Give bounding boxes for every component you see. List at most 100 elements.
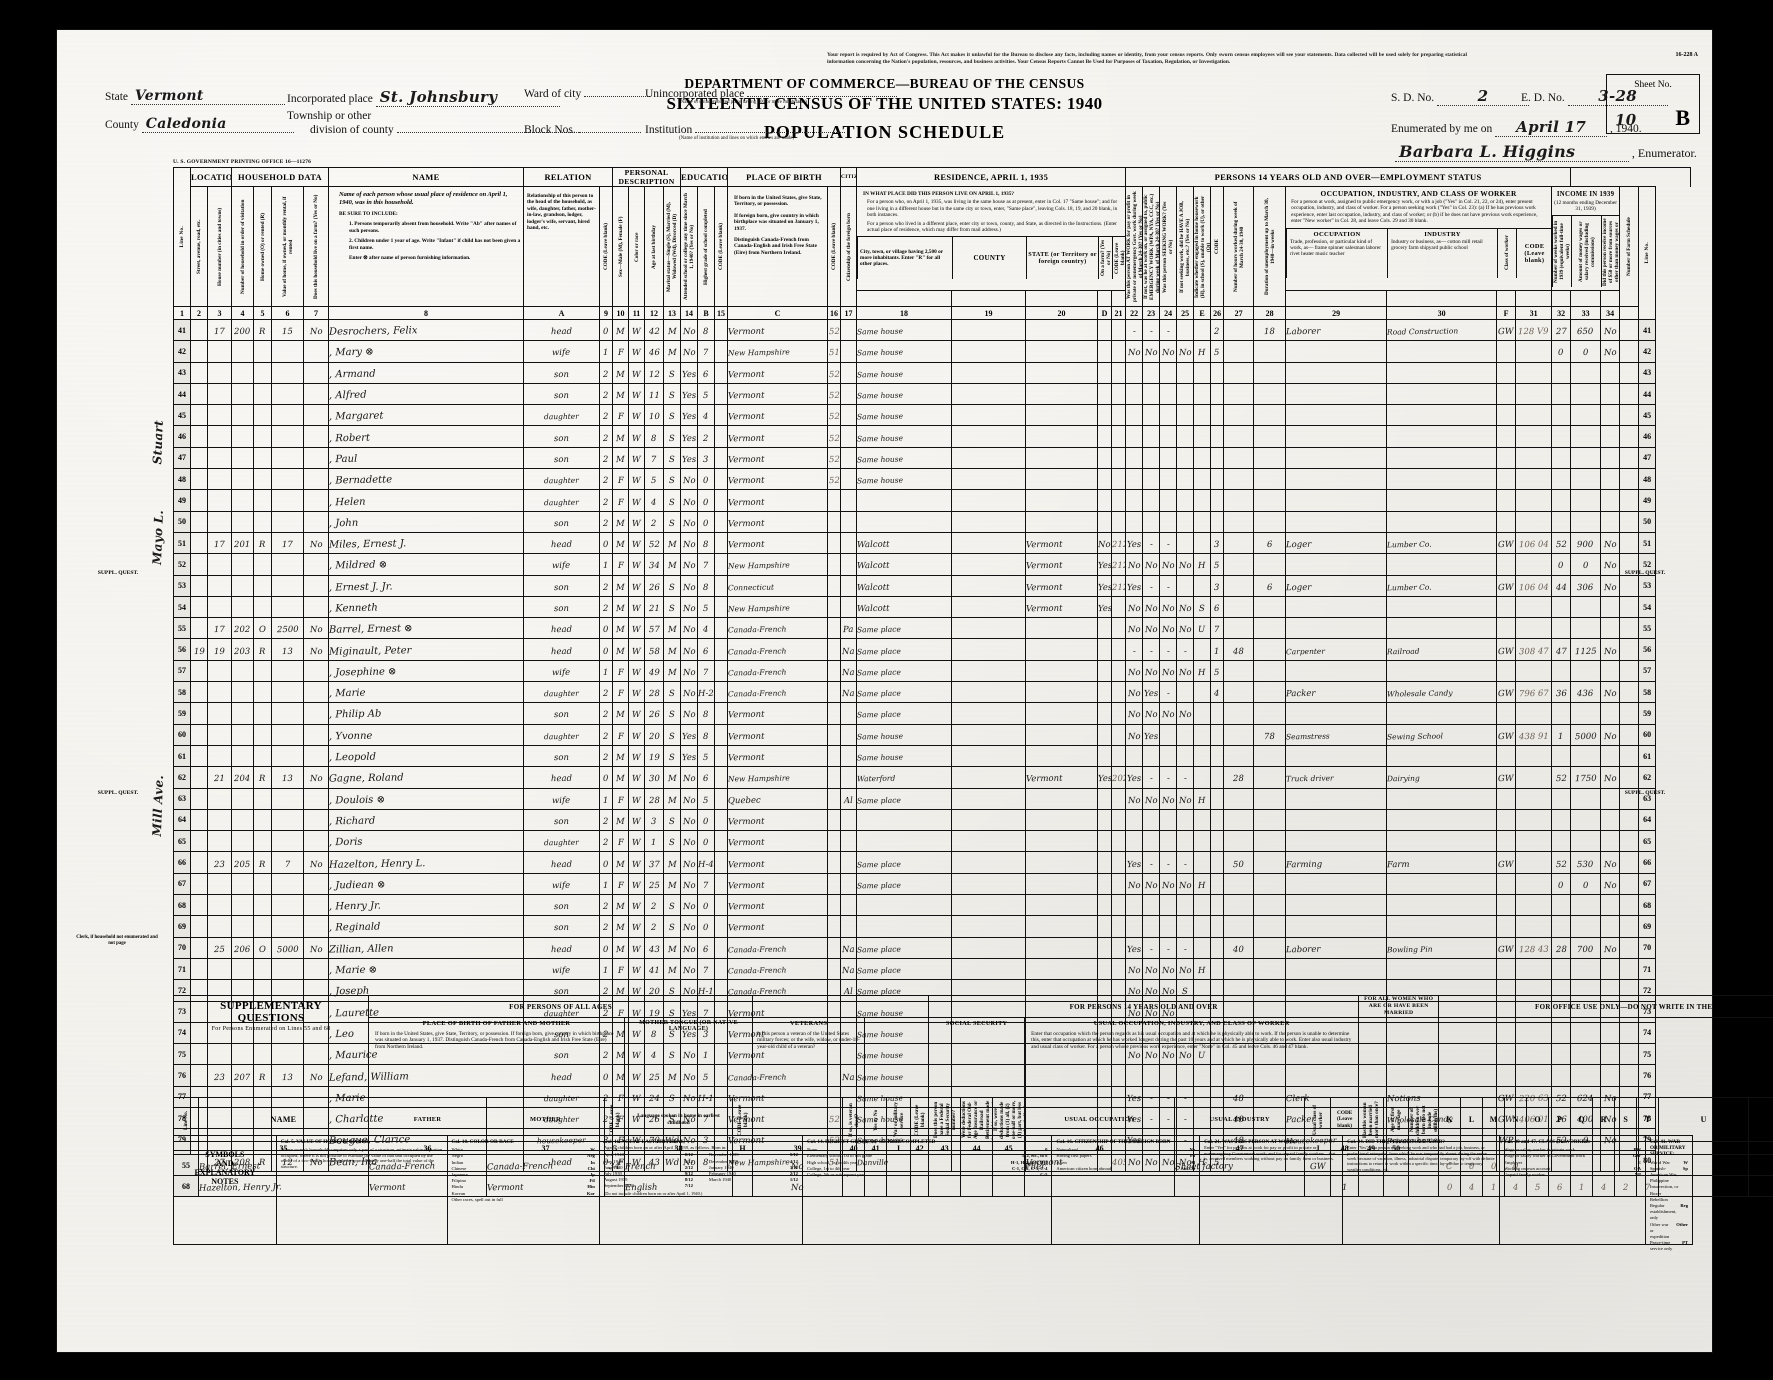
cell-school[interactable]: No — [680, 638, 699, 661]
cell-age[interactable]: 30 — [644, 766, 664, 789]
cell-c31[interactable]: 52 — [1551, 531, 1572, 555]
cell-res_farm[interactable] — [1097, 830, 1113, 853]
cell-cw[interactable]: GW — [1496, 531, 1517, 555]
cell-hh[interactable] — [231, 404, 254, 427]
cell-farm[interactable] — [303, 340, 329, 363]
cell-c33[interactable] — [1600, 617, 1621, 640]
cell-farm[interactable] — [303, 446, 329, 470]
cell-sex[interactable]: F — [612, 404, 629, 427]
cell-cw[interactable] — [1496, 510, 1517, 533]
cell-ind[interactable]: Railroad — [1386, 638, 1498, 661]
cell-c33[interactable] — [1600, 404, 1621, 427]
cell-name[interactable]: Gagne, Roland — [328, 766, 524, 789]
cell-c26[interactable] — [1223, 723, 1255, 746]
cell-name[interactable]: , Doris — [328, 830, 524, 853]
cell-d[interactable] — [1111, 510, 1127, 533]
cell-school[interactable]: No — [680, 510, 699, 533]
cell-res_state[interactable] — [1025, 936, 1099, 959]
cell-c21[interactable]: - — [1125, 638, 1144, 661]
cell-c33[interactable] — [1600, 595, 1621, 619]
cell-d[interactable] — [1111, 468, 1127, 491]
cell-d[interactable] — [1111, 702, 1127, 725]
cell-value[interactable] — [271, 808, 304, 832]
cell-ind[interactable] — [1386, 744, 1498, 768]
cell-name[interactable]: Miginault, Peter — [328, 638, 524, 661]
cell-res_farm[interactable]: Yes — [1097, 553, 1113, 576]
cell-c21[interactable]: No — [1125, 340, 1144, 363]
cell-e[interactable] — [1210, 851, 1225, 874]
cell-c22[interactable] — [1142, 404, 1161, 427]
cell-res_county[interactable] — [951, 489, 1027, 512]
cell-relation[interactable]: son — [523, 382, 600, 406]
cell-own[interactable] — [253, 489, 272, 512]
cell-d[interactable] — [1111, 446, 1127, 470]
cell-a[interactable]: 2 — [599, 382, 613, 406]
cell-c26[interactable] — [1223, 361, 1255, 384]
cell-hh[interactable]: 200 — [231, 318, 254, 342]
cell-school[interactable]: No — [680, 574, 699, 597]
cell-hh[interactable] — [231, 894, 254, 917]
cell-cw[interactable] — [1496, 808, 1517, 832]
cell-birth[interactable]: New Hampshire — [727, 595, 829, 619]
cell-c26[interactable] — [1223, 404, 1255, 427]
cell-c25[interactable]: H — [1193, 957, 1212, 981]
cell-d[interactable] — [1111, 787, 1127, 810]
cell-color[interactable]: W — [628, 574, 645, 597]
cell-c25[interactable] — [1193, 766, 1212, 789]
cell-c24[interactable] — [1176, 723, 1195, 746]
cell-street[interactable] — [190, 766, 208, 789]
cell-c33[interactable] — [1600, 702, 1621, 725]
cell-cit[interactable] — [840, 595, 858, 619]
cell-name[interactable]: , Leopold — [328, 744, 524, 768]
cell-c25[interactable] — [1193, 510, 1212, 533]
cell-relation[interactable]: son — [523, 894, 600, 917]
cell-c22[interactable] — [1142, 915, 1161, 938]
cell-c22[interactable] — [1142, 894, 1161, 917]
cell-sex[interactable]: F — [612, 957, 629, 981]
cell-c25[interactable] — [1193, 894, 1212, 917]
cell-house[interactable]: 17 — [207, 318, 232, 342]
cell-value[interactable] — [271, 404, 304, 427]
cell-c25[interactable] — [1193, 915, 1212, 938]
cell-house[interactable]: 25 — [207, 936, 232, 959]
cell-color[interactable]: W — [628, 468, 645, 491]
cell-birth[interactable]: New Hampshire — [727, 766, 829, 789]
cell-name[interactable]: , Armand — [328, 361, 524, 384]
cell-c26[interactable] — [1223, 446, 1255, 470]
cell-grade[interactable]: 8 — [697, 531, 716, 555]
cell-c21[interactable]: Yes — [1125, 766, 1144, 789]
cell-res_state[interactable] — [1025, 894, 1099, 917]
cell-res_county[interactable] — [951, 830, 1027, 853]
cell-c23[interactable] — [1159, 489, 1178, 512]
cell-age[interactable]: 5 — [644, 468, 664, 491]
cell-own[interactable] — [253, 361, 272, 384]
cell-a[interactable]: 2 — [599, 894, 613, 917]
cell-c24[interactable]: - — [1176, 638, 1195, 661]
cell-cit[interactable]: Pa — [840, 617, 858, 640]
cell-c32[interactable]: 306 — [1570, 574, 1602, 597]
cell-c23[interactable]: No — [1159, 553, 1178, 576]
cell-cit[interactable] — [840, 489, 858, 512]
cell-ind[interactable] — [1386, 957, 1498, 981]
cell-c31[interactable] — [1551, 702, 1572, 725]
cell-d[interactable] — [1111, 915, 1127, 938]
cell-c27[interactable]: 78 — [1253, 723, 1287, 746]
cell-c25[interactable] — [1193, 936, 1212, 959]
cell-c22[interactable]: - — [1142, 574, 1161, 597]
cell-value[interactable] — [271, 510, 304, 533]
township-field[interactable]: division of county — [310, 124, 597, 136]
cell-c34[interactable] — [1619, 808, 1640, 832]
cell-age[interactable]: 19 — [644, 744, 664, 768]
cell-res_state[interactable] — [1025, 318, 1099, 342]
cell-age[interactable]: 43 — [644, 936, 664, 959]
cell-e[interactable]: 6 — [1210, 595, 1225, 619]
cell-mar[interactable]: M — [662, 638, 682, 661]
cell-occ[interactable] — [1285, 468, 1388, 491]
cell-e[interactable] — [1210, 702, 1225, 725]
cell-street[interactable] — [190, 510, 208, 533]
cell-sex[interactable]: F — [612, 659, 629, 683]
cell-res_city[interactable]: Same house — [856, 382, 953, 406]
cell-c33[interactable]: No — [1600, 574, 1621, 597]
cell-c32[interactable] — [1570, 404, 1602, 427]
cell-grade[interactable]: 0 — [697, 468, 716, 491]
